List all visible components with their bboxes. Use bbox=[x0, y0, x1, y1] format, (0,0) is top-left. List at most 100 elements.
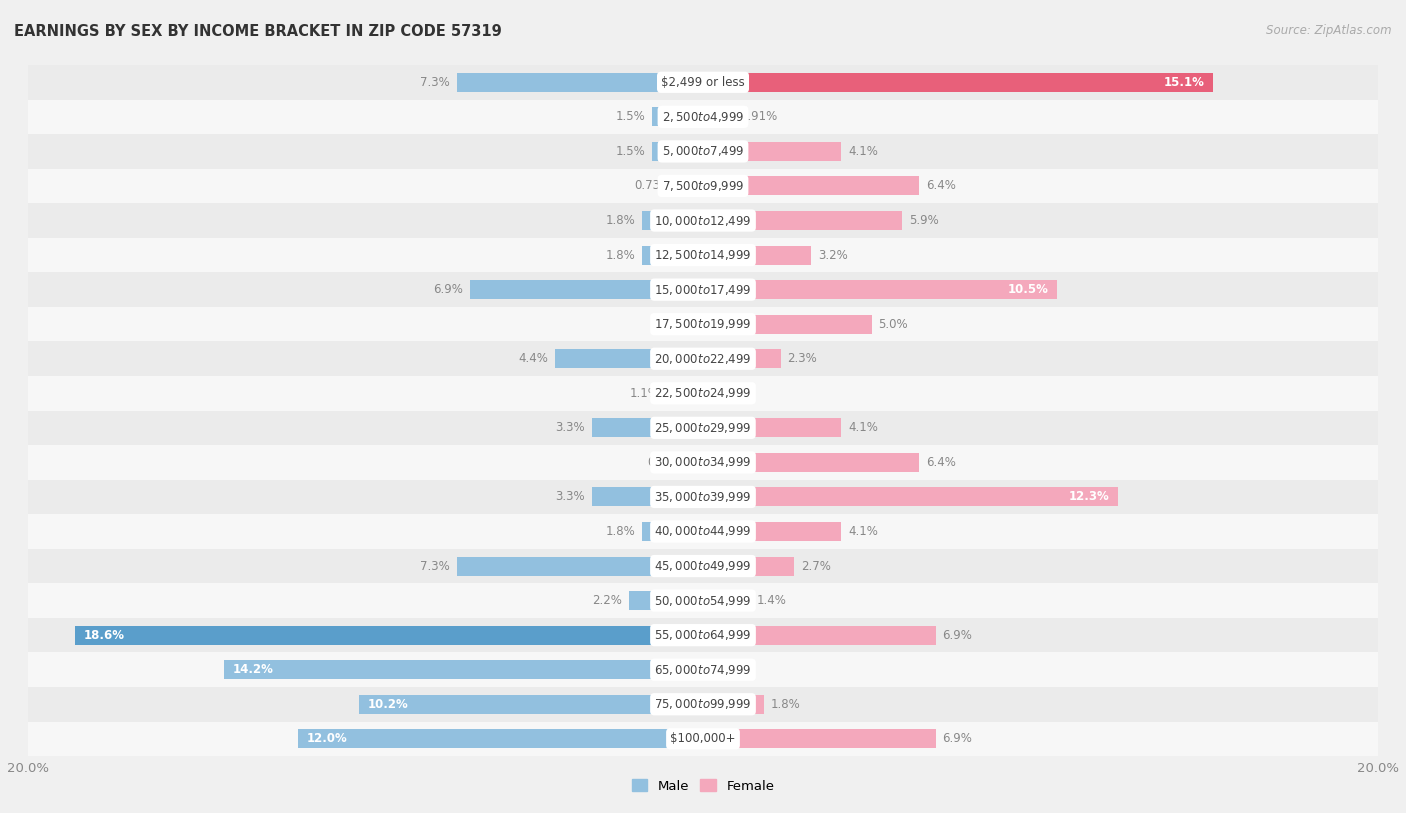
Bar bbox=[703, 107, 734, 126]
Bar bbox=[28, 341, 1378, 376]
Bar bbox=[28, 237, 1378, 272]
Bar bbox=[28, 445, 1378, 480]
Text: 2.3%: 2.3% bbox=[787, 352, 817, 365]
Text: $15,000 to $17,499: $15,000 to $17,499 bbox=[654, 283, 752, 297]
Text: 6.4%: 6.4% bbox=[925, 456, 956, 469]
Bar bbox=[28, 583, 1378, 618]
Text: 5.0%: 5.0% bbox=[879, 318, 908, 331]
Text: $100,000+: $100,000+ bbox=[671, 733, 735, 746]
Text: $30,000 to $34,999: $30,000 to $34,999 bbox=[654, 455, 752, 469]
Bar bbox=[28, 618, 1378, 652]
Bar bbox=[359, 695, 703, 714]
Text: 1.8%: 1.8% bbox=[606, 249, 636, 262]
Bar bbox=[703, 73, 1212, 92]
Text: 0.36%: 0.36% bbox=[647, 456, 685, 469]
Bar bbox=[703, 557, 794, 576]
Bar bbox=[224, 660, 703, 679]
Text: $25,000 to $29,999: $25,000 to $29,999 bbox=[654, 421, 752, 435]
Text: 1.8%: 1.8% bbox=[606, 214, 636, 227]
Bar bbox=[28, 514, 1378, 549]
Text: 4.1%: 4.1% bbox=[848, 145, 877, 158]
Text: 6.9%: 6.9% bbox=[942, 628, 973, 641]
Text: 0.0%: 0.0% bbox=[668, 318, 697, 331]
Bar bbox=[703, 142, 841, 161]
Text: 0.0%: 0.0% bbox=[709, 387, 738, 400]
Text: 1.4%: 1.4% bbox=[756, 594, 787, 607]
Text: $10,000 to $12,499: $10,000 to $12,499 bbox=[654, 214, 752, 228]
Bar bbox=[28, 134, 1378, 168]
Bar bbox=[643, 246, 703, 264]
Text: 6.9%: 6.9% bbox=[942, 733, 973, 746]
Bar bbox=[703, 695, 763, 714]
Bar bbox=[28, 168, 1378, 203]
Bar bbox=[28, 272, 1378, 307]
Text: 2.2%: 2.2% bbox=[592, 594, 621, 607]
Bar bbox=[678, 176, 703, 195]
Text: $75,000 to $99,999: $75,000 to $99,999 bbox=[654, 698, 752, 711]
Text: 12.3%: 12.3% bbox=[1069, 490, 1109, 503]
Text: 2.7%: 2.7% bbox=[801, 559, 831, 572]
Bar bbox=[592, 419, 703, 437]
Bar bbox=[703, 211, 903, 230]
Bar bbox=[28, 722, 1378, 756]
Text: 1.5%: 1.5% bbox=[616, 111, 645, 124]
Text: 4.4%: 4.4% bbox=[517, 352, 548, 365]
Bar bbox=[554, 350, 703, 368]
Text: $55,000 to $64,999: $55,000 to $64,999 bbox=[654, 628, 752, 642]
Text: $22,500 to $24,999: $22,500 to $24,999 bbox=[654, 386, 752, 400]
Bar bbox=[28, 480, 1378, 514]
Legend: Male, Female: Male, Female bbox=[626, 774, 780, 798]
Text: 10.2%: 10.2% bbox=[367, 698, 408, 711]
Text: 5.9%: 5.9% bbox=[908, 214, 939, 227]
Bar bbox=[703, 729, 936, 748]
Bar bbox=[703, 350, 780, 368]
Bar bbox=[703, 176, 920, 195]
Text: 1.8%: 1.8% bbox=[606, 525, 636, 538]
Bar bbox=[703, 626, 936, 645]
Text: $17,500 to $19,999: $17,500 to $19,999 bbox=[654, 317, 752, 331]
Bar bbox=[28, 307, 1378, 341]
Text: 0.91%: 0.91% bbox=[741, 111, 778, 124]
Text: $2,500 to $4,999: $2,500 to $4,999 bbox=[662, 110, 744, 124]
Bar bbox=[28, 652, 1378, 687]
Bar bbox=[703, 591, 751, 610]
Bar bbox=[298, 729, 703, 748]
Bar bbox=[690, 453, 703, 472]
Text: 14.2%: 14.2% bbox=[232, 663, 273, 676]
Text: 1.8%: 1.8% bbox=[770, 698, 800, 711]
Bar bbox=[28, 411, 1378, 445]
Text: 7.3%: 7.3% bbox=[420, 559, 450, 572]
Text: $40,000 to $44,999: $40,000 to $44,999 bbox=[654, 524, 752, 538]
Bar bbox=[643, 522, 703, 541]
Text: 7.3%: 7.3% bbox=[420, 76, 450, 89]
Text: 3.3%: 3.3% bbox=[555, 421, 585, 434]
Text: $65,000 to $74,999: $65,000 to $74,999 bbox=[654, 663, 752, 676]
Bar bbox=[76, 626, 703, 645]
Text: Source: ZipAtlas.com: Source: ZipAtlas.com bbox=[1267, 24, 1392, 37]
Text: 0.73%: 0.73% bbox=[634, 180, 672, 193]
Bar bbox=[28, 687, 1378, 722]
Text: 4.1%: 4.1% bbox=[848, 421, 877, 434]
Bar bbox=[703, 419, 841, 437]
Bar bbox=[28, 99, 1378, 134]
Text: $7,500 to $9,999: $7,500 to $9,999 bbox=[662, 179, 744, 193]
Text: 3.3%: 3.3% bbox=[555, 490, 585, 503]
Text: 3.2%: 3.2% bbox=[818, 249, 848, 262]
Text: $20,000 to $22,499: $20,000 to $22,499 bbox=[654, 352, 752, 366]
Text: 4.1%: 4.1% bbox=[848, 525, 877, 538]
Bar bbox=[703, 522, 841, 541]
Bar bbox=[643, 211, 703, 230]
Bar bbox=[28, 65, 1378, 99]
Bar bbox=[28, 376, 1378, 411]
Text: 0.0%: 0.0% bbox=[709, 663, 738, 676]
Text: $50,000 to $54,999: $50,000 to $54,999 bbox=[654, 593, 752, 607]
Bar bbox=[703, 488, 1118, 506]
Bar bbox=[652, 107, 703, 126]
Text: $45,000 to $49,999: $45,000 to $49,999 bbox=[654, 559, 752, 573]
Text: 1.5%: 1.5% bbox=[616, 145, 645, 158]
Bar bbox=[28, 549, 1378, 583]
Text: $35,000 to $39,999: $35,000 to $39,999 bbox=[654, 490, 752, 504]
Bar bbox=[652, 142, 703, 161]
Text: $2,499 or less: $2,499 or less bbox=[661, 76, 745, 89]
Bar bbox=[457, 557, 703, 576]
